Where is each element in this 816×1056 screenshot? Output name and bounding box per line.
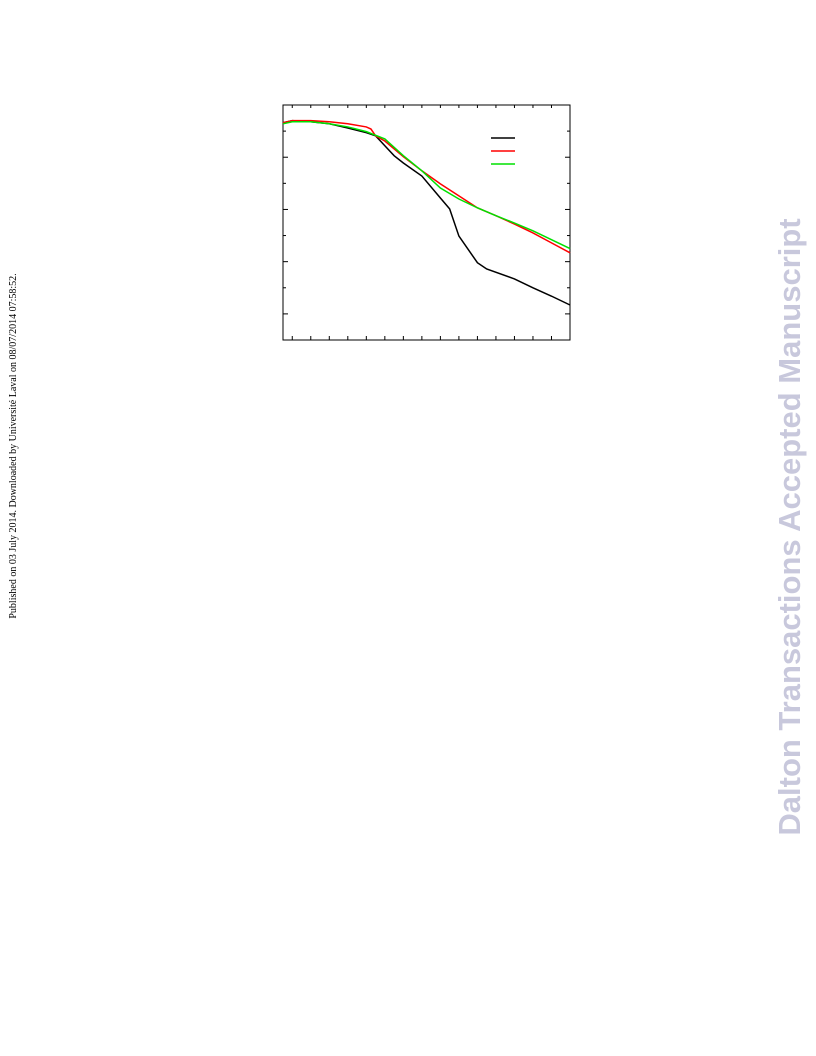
data-line xyxy=(282,119,571,254)
data-line xyxy=(282,120,571,250)
data-line xyxy=(282,119,571,306)
watermark: Dalton Transactions Accepted Manuscript xyxy=(772,218,807,835)
publication-note: Published on 03 July 2014. Downloaded by… xyxy=(8,273,19,618)
plot xyxy=(282,104,571,340)
plot-frame xyxy=(282,104,571,341)
